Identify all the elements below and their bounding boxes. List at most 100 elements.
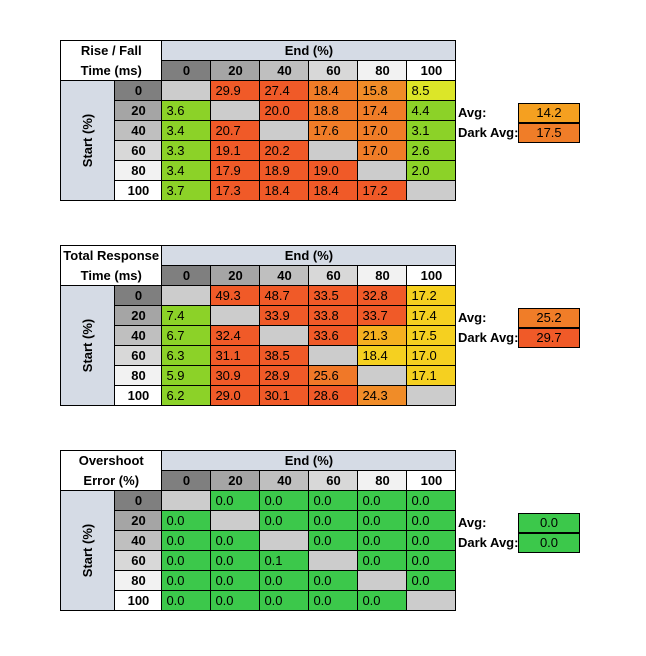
heatmap-cell: 7.4 [161, 305, 212, 326]
table-row: 60 3.3 19.1 20.2 17.0 2.6 [61, 140, 457, 161]
table-row: 100 6.2 29.0 30.1 28.6 24.3 [61, 385, 457, 406]
avg-value-box: 0.0 [518, 513, 580, 533]
heatmap-cell: 0.0 [210, 490, 261, 511]
heatmap-cell: 27.4 [259, 80, 310, 101]
heatmap-cell: 0.0 [161, 570, 212, 591]
heatmap-cell: 17.2 [357, 180, 408, 201]
column-header: 20 [210, 60, 261, 81]
header-row: Overshoot End (%) [59, 450, 457, 471]
end-axis-title: End (%) [161, 450, 457, 471]
heatmap-cell: 17.0 [357, 120, 408, 141]
column-header-row: Error (%) 0 20 40 60 80 100 [59, 470, 457, 491]
corner-label-line1: Overshoot [59, 450, 163, 471]
heatmap-table: Rise / Fall End (%) Time (ms) 0 20 40 60 80 100 S… [59, 40, 457, 201]
row-header: 100 [114, 385, 163, 406]
heatmap-cell: 28.9 [259, 365, 310, 386]
heatmap-cell: 20.0 [259, 100, 310, 121]
heatmap-cell: 25.6 [308, 365, 359, 386]
heatmap-cell: 33.6 [308, 325, 359, 346]
heatmap-cell: 0.1 [259, 550, 310, 571]
heatmap-cell: 0.0 [210, 590, 261, 611]
heatmap-cell: 0.0 [308, 510, 359, 531]
heatmap-cell: 30.9 [210, 365, 261, 386]
column-header: 0 [161, 60, 212, 81]
avg-label: Avg: [458, 515, 487, 530]
diagonal-cell [357, 160, 408, 181]
heatmap-cell: 0.0 [210, 570, 261, 591]
diagonal-cell [259, 120, 310, 141]
heatmap-cell: 17.4 [357, 100, 408, 121]
heatmap-cell: 17.3 [210, 180, 261, 201]
heatmap-cell: 3.1 [406, 120, 457, 141]
row-header: 0 [114, 490, 163, 511]
heatmap-table: Overshoot End (%) Error (%) 0 20 40 60 80 100 Sta… [59, 450, 457, 611]
row-header: 40 [114, 325, 163, 346]
header-row: Total Response End (%) [59, 245, 457, 266]
diagonal-cell [406, 590, 457, 611]
table-row: 60 6.3 31.1 38.5 18.4 17.0 [61, 345, 457, 366]
heatmap-cell: 19.1 [210, 140, 261, 161]
heatmap-cell: 38.5 [259, 345, 310, 366]
row-header: 80 [114, 160, 163, 181]
heatmap-cell: 28.6 [308, 385, 359, 406]
row-header: 40 [114, 120, 163, 141]
table-row: 40 3.4 20.7 17.6 17.0 3.1 [61, 120, 457, 141]
heatmap-cell: 17.9 [210, 160, 261, 181]
heatmap-cell: 5.9 [161, 365, 212, 386]
heatmap-cell: 0.0 [259, 490, 310, 511]
corner-label-line1: Total Response [59, 245, 163, 266]
diagonal-cell [210, 510, 261, 531]
heatmap-cell: 17.0 [406, 345, 457, 366]
avg-label: Avg: [458, 105, 487, 120]
row-header: 20 [114, 305, 163, 326]
heatmap-cell: 3.3 [161, 140, 212, 161]
corner-label-line2: Time (ms) [59, 60, 163, 81]
heatmap-cell: 2.6 [406, 140, 457, 161]
heatmap-cell: 31.1 [210, 345, 261, 366]
heatmap-cell: 49.3 [210, 285, 261, 306]
corner-label-line2: Error (%) [59, 470, 163, 491]
heatmap-cell: 0.0 [161, 590, 212, 611]
column-header: 80 [357, 60, 408, 81]
column-header: 80 [357, 470, 408, 491]
dark-avg-label: Dark Avg: [458, 535, 519, 550]
heatmap-cell: 0.0 [210, 530, 261, 551]
heatmap-cell: 32.8 [357, 285, 408, 306]
heatmap-cell: 0.0 [406, 510, 457, 531]
dark-avg-value-box: 29.7 [518, 328, 580, 348]
heatmap-cell: 0.0 [308, 490, 359, 511]
diagonal-cell [161, 490, 212, 511]
column-header: 100 [406, 60, 457, 81]
row-header: 40 [114, 530, 163, 551]
diagonal-cell [259, 530, 310, 551]
column-header: 0 [161, 265, 212, 286]
corner-label-line2: Time (ms) [59, 265, 163, 286]
column-header: 100 [406, 470, 457, 491]
column-header: 40 [259, 60, 310, 81]
table-row: 80 0.0 0.0 0.0 0.0 0.0 [61, 570, 457, 591]
column-header: 20 [210, 470, 261, 491]
heatmap-cell: 33.9 [259, 305, 310, 326]
heatmap-cell: 0.0 [161, 530, 212, 551]
start-axis-title: Start (%) [59, 490, 116, 611]
end-axis-title: End (%) [161, 245, 457, 266]
avg-value-box: 14.2 [518, 103, 580, 123]
table-row: 100 0.0 0.0 0.0 0.0 0.0 [61, 590, 457, 611]
heatmap-cell: 0.0 [357, 530, 408, 551]
row-header: 0 [114, 80, 163, 101]
heatmap-cell: 0.0 [357, 510, 408, 531]
heatmap-cell: 0.0 [406, 530, 457, 551]
avg-value-box: 25.2 [518, 308, 580, 328]
heatmap-cell: 18.4 [308, 80, 359, 101]
diagonal-cell [308, 345, 359, 366]
diagonal-cell [406, 385, 457, 406]
diagonal-cell [259, 325, 310, 346]
row-header: 100 [114, 590, 163, 611]
table-row: 80 5.9 30.9 28.9 25.6 17.1 [61, 365, 457, 386]
heatmap-cell: 0.0 [406, 490, 457, 511]
start-axis-label: Start (%) [80, 113, 96, 168]
heatmap-cell: 21.3 [357, 325, 408, 346]
heatmap-cell: 0.0 [406, 550, 457, 571]
row-header: 80 [114, 365, 163, 386]
heatmap-cell: 0.0 [259, 590, 310, 611]
